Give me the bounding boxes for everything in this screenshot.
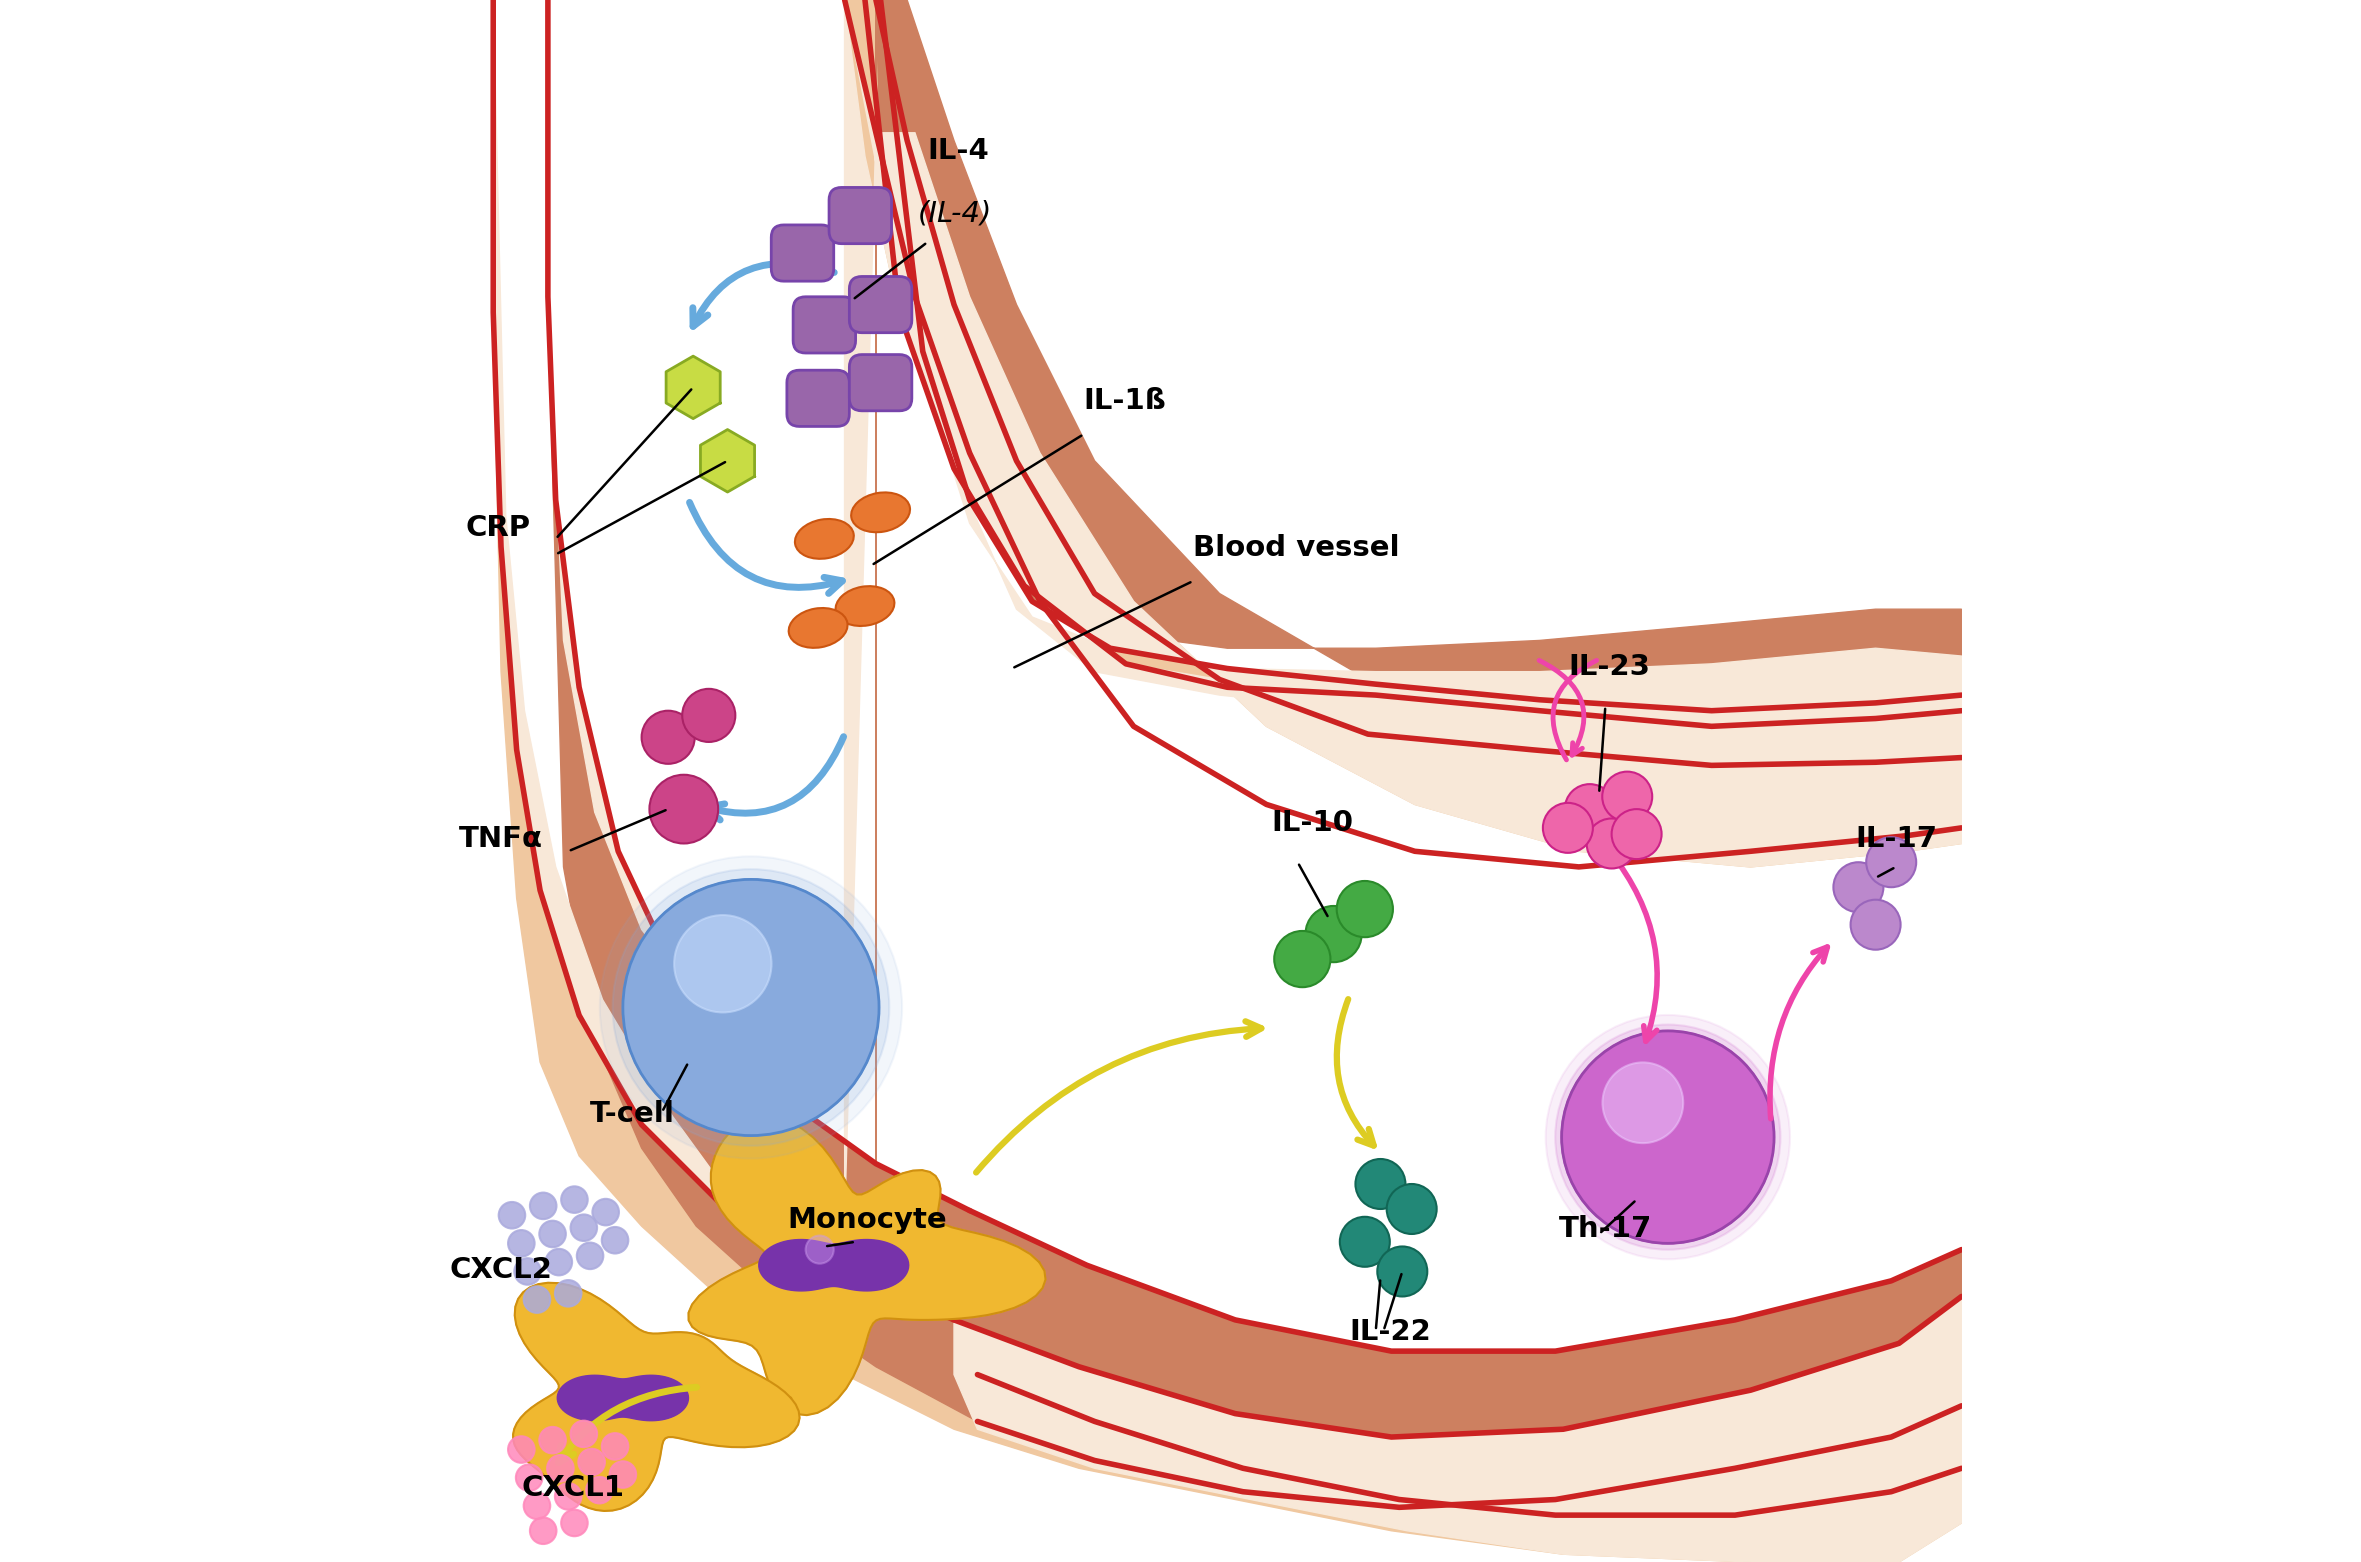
Text: T-cell: T-cell (590, 1100, 675, 1128)
Circle shape (675, 915, 772, 1012)
Circle shape (571, 1421, 597, 1448)
Circle shape (498, 1203, 524, 1229)
Text: Monocyte: Monocyte (786, 1206, 947, 1234)
Circle shape (682, 689, 734, 742)
Circle shape (571, 1215, 597, 1240)
Circle shape (576, 1243, 604, 1270)
FancyBboxPatch shape (793, 297, 855, 353)
Circle shape (1613, 809, 1662, 859)
Polygon shape (493, 0, 1962, 1562)
Circle shape (1306, 906, 1362, 962)
Circle shape (649, 775, 718, 843)
Circle shape (1603, 1062, 1683, 1143)
Circle shape (1603, 772, 1653, 822)
FancyBboxPatch shape (829, 187, 892, 244)
Polygon shape (548, 0, 1962, 1531)
Circle shape (602, 1228, 628, 1253)
Text: TNFα: TNFα (458, 825, 543, 853)
Circle shape (1851, 900, 1901, 950)
Circle shape (1542, 803, 1594, 853)
Circle shape (508, 1231, 534, 1256)
Circle shape (623, 879, 878, 1136)
Circle shape (600, 856, 902, 1159)
FancyBboxPatch shape (850, 276, 911, 333)
Ellipse shape (836, 586, 895, 626)
Circle shape (1355, 1159, 1405, 1209)
Polygon shape (557, 1375, 689, 1421)
Circle shape (529, 1193, 557, 1218)
Circle shape (562, 1187, 588, 1212)
Text: CRP: CRP (465, 514, 531, 542)
Text: Th-17: Th-17 (1558, 1215, 1653, 1243)
Circle shape (593, 1200, 619, 1226)
Text: (IL-4): (IL-4) (918, 200, 992, 228)
Circle shape (1561, 1031, 1773, 1243)
Circle shape (1865, 837, 1917, 887)
Circle shape (623, 879, 878, 1136)
Text: IL-23: IL-23 (1568, 653, 1650, 681)
Circle shape (508, 1437, 534, 1462)
Circle shape (538, 1428, 567, 1453)
Text: IL-10: IL-10 (1270, 809, 1353, 837)
Polygon shape (493, 0, 734, 1211)
Circle shape (642, 711, 694, 764)
Text: IL-1ß: IL-1ß (1084, 387, 1166, 415)
Circle shape (586, 1476, 614, 1503)
Polygon shape (548, 0, 774, 1086)
Circle shape (538, 1221, 567, 1246)
Circle shape (602, 1434, 628, 1459)
Polygon shape (666, 356, 720, 419)
Circle shape (578, 1450, 604, 1476)
Circle shape (515, 1257, 541, 1284)
Circle shape (562, 1509, 588, 1537)
Text: IL-4: IL-4 (928, 137, 989, 166)
Circle shape (1275, 931, 1332, 987)
Circle shape (1834, 862, 1884, 912)
FancyBboxPatch shape (850, 355, 911, 411)
Circle shape (1386, 1184, 1435, 1234)
Ellipse shape (789, 608, 848, 648)
Polygon shape (876, 0, 1962, 1179)
Circle shape (515, 1464, 543, 1490)
Polygon shape (845, 0, 1962, 1218)
Circle shape (609, 1462, 635, 1487)
Text: IL-22: IL-22 (1348, 1318, 1431, 1346)
Circle shape (555, 1281, 581, 1306)
Circle shape (548, 1456, 574, 1481)
Polygon shape (689, 1117, 1046, 1415)
Circle shape (805, 1236, 833, 1264)
Circle shape (1339, 1217, 1391, 1267)
Polygon shape (954, 1296, 1962, 1562)
FancyBboxPatch shape (786, 370, 850, 426)
Circle shape (524, 1286, 550, 1312)
Text: CXCL1: CXCL1 (522, 1475, 623, 1503)
Polygon shape (701, 430, 756, 492)
Circle shape (1546, 1015, 1790, 1259)
Ellipse shape (796, 519, 855, 559)
Circle shape (1556, 1025, 1780, 1250)
Circle shape (1376, 1246, 1428, 1296)
Polygon shape (845, 0, 1962, 1218)
Polygon shape (758, 1240, 909, 1290)
Text: Blood vessel: Blood vessel (1192, 534, 1400, 562)
Polygon shape (512, 1282, 800, 1510)
Circle shape (1565, 784, 1615, 834)
Ellipse shape (852, 492, 909, 533)
Circle shape (1561, 1031, 1773, 1243)
Circle shape (1336, 881, 1393, 937)
Circle shape (1587, 818, 1636, 868)
Circle shape (529, 1518, 557, 1543)
Text: CXCL2: CXCL2 (449, 1256, 552, 1284)
Circle shape (611, 868, 890, 1147)
Circle shape (545, 1250, 571, 1275)
Text: IL-17: IL-17 (1856, 825, 1938, 853)
FancyBboxPatch shape (772, 225, 833, 281)
Circle shape (555, 1484, 581, 1509)
Circle shape (524, 1493, 550, 1518)
